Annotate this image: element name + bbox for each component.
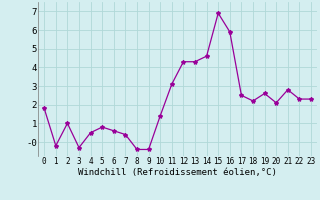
X-axis label: Windchill (Refroidissement éolien,°C): Windchill (Refroidissement éolien,°C): [78, 168, 277, 177]
